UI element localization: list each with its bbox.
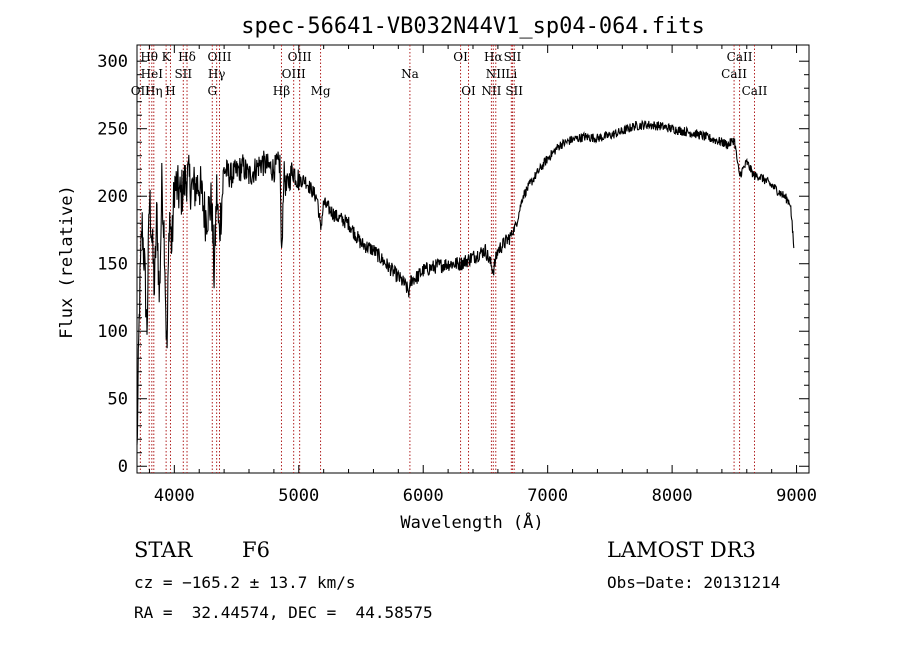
observation-date: Obs−Date: 20131214 <box>607 573 781 592</box>
spectral-line-label: SII <box>174 67 192 81</box>
spectral-line-label: Hγ <box>208 67 226 81</box>
spectral-line-label: Mg <box>311 84 331 98</box>
spectral-line-label: NII <box>486 67 506 81</box>
x-tick-label: 5000 <box>278 486 319 506</box>
spectral-line-label: OIII <box>288 50 312 64</box>
spectral-line-label: HeI <box>141 67 164 81</box>
spectral-line-label: Na <box>401 67 419 81</box>
y-tick-label: 50 <box>108 390 128 410</box>
y-tick-label: 250 <box>97 120 128 140</box>
x-axis-ticks: 4000 5000 6000 7000 8000 9000 <box>148 45 817 506</box>
spectral-line-label: Hθ <box>140 50 158 64</box>
spectral-line-label: Hδ <box>178 50 196 64</box>
object-class: STAR <box>134 538 193 562</box>
object-subclass: F6 <box>242 538 270 562</box>
x-tick-label: 6000 <box>403 486 444 506</box>
coordinates: RA = 32.44574, DEC = 44.58575 <box>134 603 433 622</box>
spectral-line-label: SII <box>504 50 522 64</box>
y-axis-label: Flux (relative) <box>57 185 77 339</box>
y-tick-label: 200 <box>97 187 128 207</box>
x-tick-label: 7000 <box>527 486 568 506</box>
spectral-line-label: NII <box>481 84 501 98</box>
spectral-line-label: G <box>207 84 217 98</box>
survey-name: LAMOST DR3 <box>607 538 756 562</box>
spectral-line-label: OII <box>131 84 151 98</box>
spectral-line-label: K <box>162 50 172 64</box>
spectral-line-markers <box>139 45 755 473</box>
y-tick-label: 0 <box>118 457 128 477</box>
spectral-line-label: Hβ <box>273 84 290 98</box>
spectral-line-label: CaII <box>721 67 747 81</box>
y-axis-ticks: 0 50 100 150 200 250 300 <box>97 52 809 477</box>
spectral-line-label: OIII <box>282 67 306 81</box>
y-tick-label: 150 <box>97 255 128 275</box>
spectral-line-label: OI <box>453 50 468 64</box>
x-tick-label: 8000 <box>652 486 693 506</box>
spectral-line-label: H <box>165 84 175 98</box>
spectral-line-label: SII <box>505 84 523 98</box>
chart-title: spec-56641-VB032N44V1_sp04-064.fits <box>241 14 705 39</box>
spectral-line-label: Li <box>505 67 517 81</box>
spectral-line-label: Hη <box>145 84 163 98</box>
x-tick-label: 4000 <box>154 486 195 506</box>
redshift-velocity: cz = −165.2 ± 13.7 km/s <box>134 573 356 592</box>
spectral-line-label: CaII <box>727 50 753 64</box>
plot-frame <box>136 44 810 474</box>
y-tick-label: 300 <box>97 52 128 72</box>
spectral-line-label: OI <box>461 84 476 98</box>
spectral-line-label: OIII <box>207 50 231 64</box>
y-tick-label: 100 <box>97 322 128 342</box>
spectral-line-label: CaII <box>742 84 768 98</box>
x-tick-label: 9000 <box>776 486 817 506</box>
x-axis-label: Wavelength (Å) <box>400 511 543 533</box>
flux-series-line <box>136 119 795 445</box>
spectral-line-label: Hα <box>484 50 503 64</box>
